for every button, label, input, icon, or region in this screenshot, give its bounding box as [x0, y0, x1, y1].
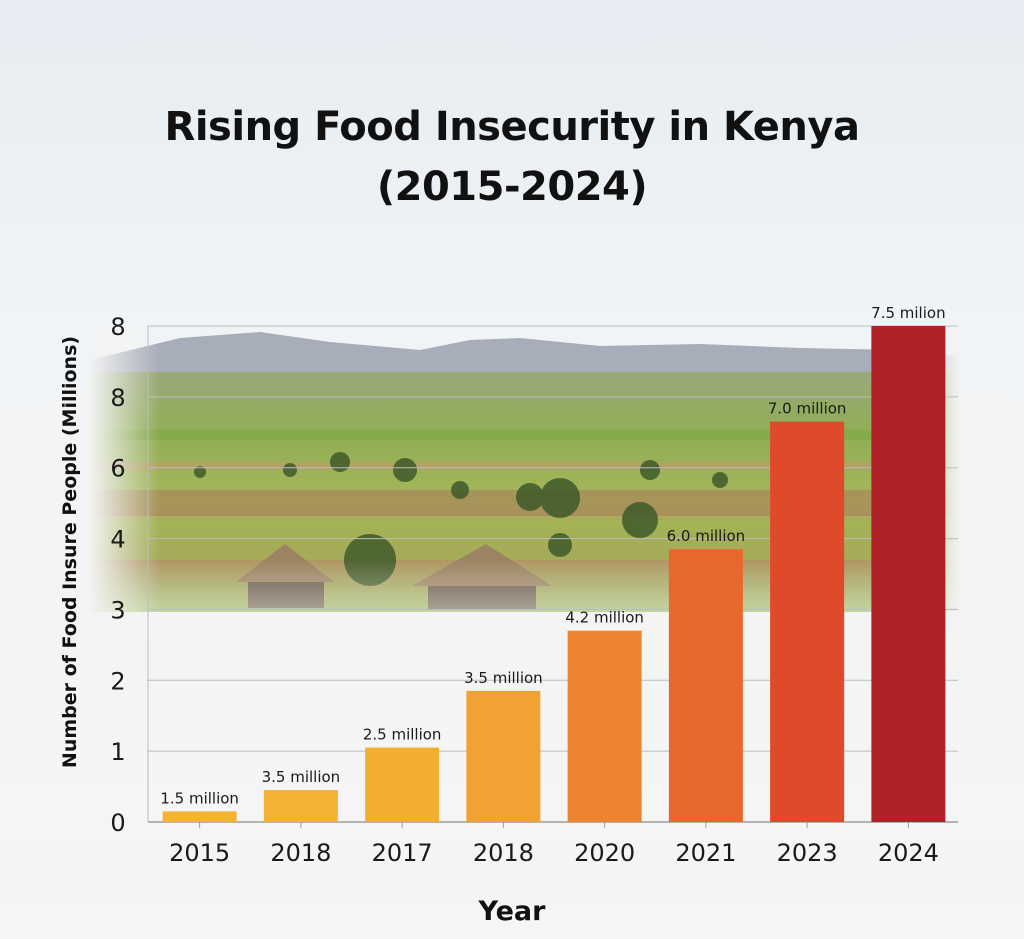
x-tick-label: 2017 — [372, 839, 433, 867]
bar — [668, 549, 743, 822]
x-axis-title: Year — [478, 896, 547, 927]
data-label: 3.5 million — [464, 669, 543, 687]
x-tick-label: 2023 — [777, 839, 838, 867]
data-label: 7.5 milion — [871, 304, 945, 322]
y-tick-label: 8 — [110, 384, 125, 412]
x-tick-label: 2021 — [675, 839, 736, 867]
x-tick-label: 2015 — [169, 839, 230, 867]
data-label: 1.5 million — [160, 789, 239, 807]
y-axis-title: Number of Food Insure People (Millions) — [59, 336, 81, 768]
y-tick-label: 3 — [110, 596, 125, 624]
x-tick-label: 2018 — [270, 839, 331, 867]
data-label: 3.5 million — [262, 768, 341, 786]
y-tick-label: 0 — [110, 809, 125, 837]
y-tick-label: 8 — [110, 313, 125, 341]
chart-title-line-1: Rising Food Insecurity in Kenya — [164, 104, 860, 150]
x-tick-label: 2020 — [574, 839, 635, 867]
y-tick-label: 4 — [110, 526, 125, 554]
y-tick-label: 2 — [110, 667, 125, 695]
chart-title-line-2: (2015-2024) — [376, 164, 648, 210]
bar — [466, 690, 541, 822]
y-tick-label: 6 — [110, 455, 125, 483]
data-label: 2.5 million — [363, 726, 442, 744]
data-label: 7.0 million — [768, 400, 847, 418]
x-tick-label: 2024 — [878, 839, 939, 867]
bar — [365, 747, 440, 822]
data-label: 6.0 million — [667, 527, 746, 545]
bar — [770, 421, 845, 822]
x-tick-label: 2018 — [473, 839, 534, 867]
bar — [263, 790, 338, 822]
bar — [162, 811, 237, 822]
data-label: 4.2 million — [565, 609, 644, 627]
y-tick-label: 1 — [110, 738, 125, 766]
bar — [567, 630, 642, 822]
bar — [871, 326, 946, 822]
